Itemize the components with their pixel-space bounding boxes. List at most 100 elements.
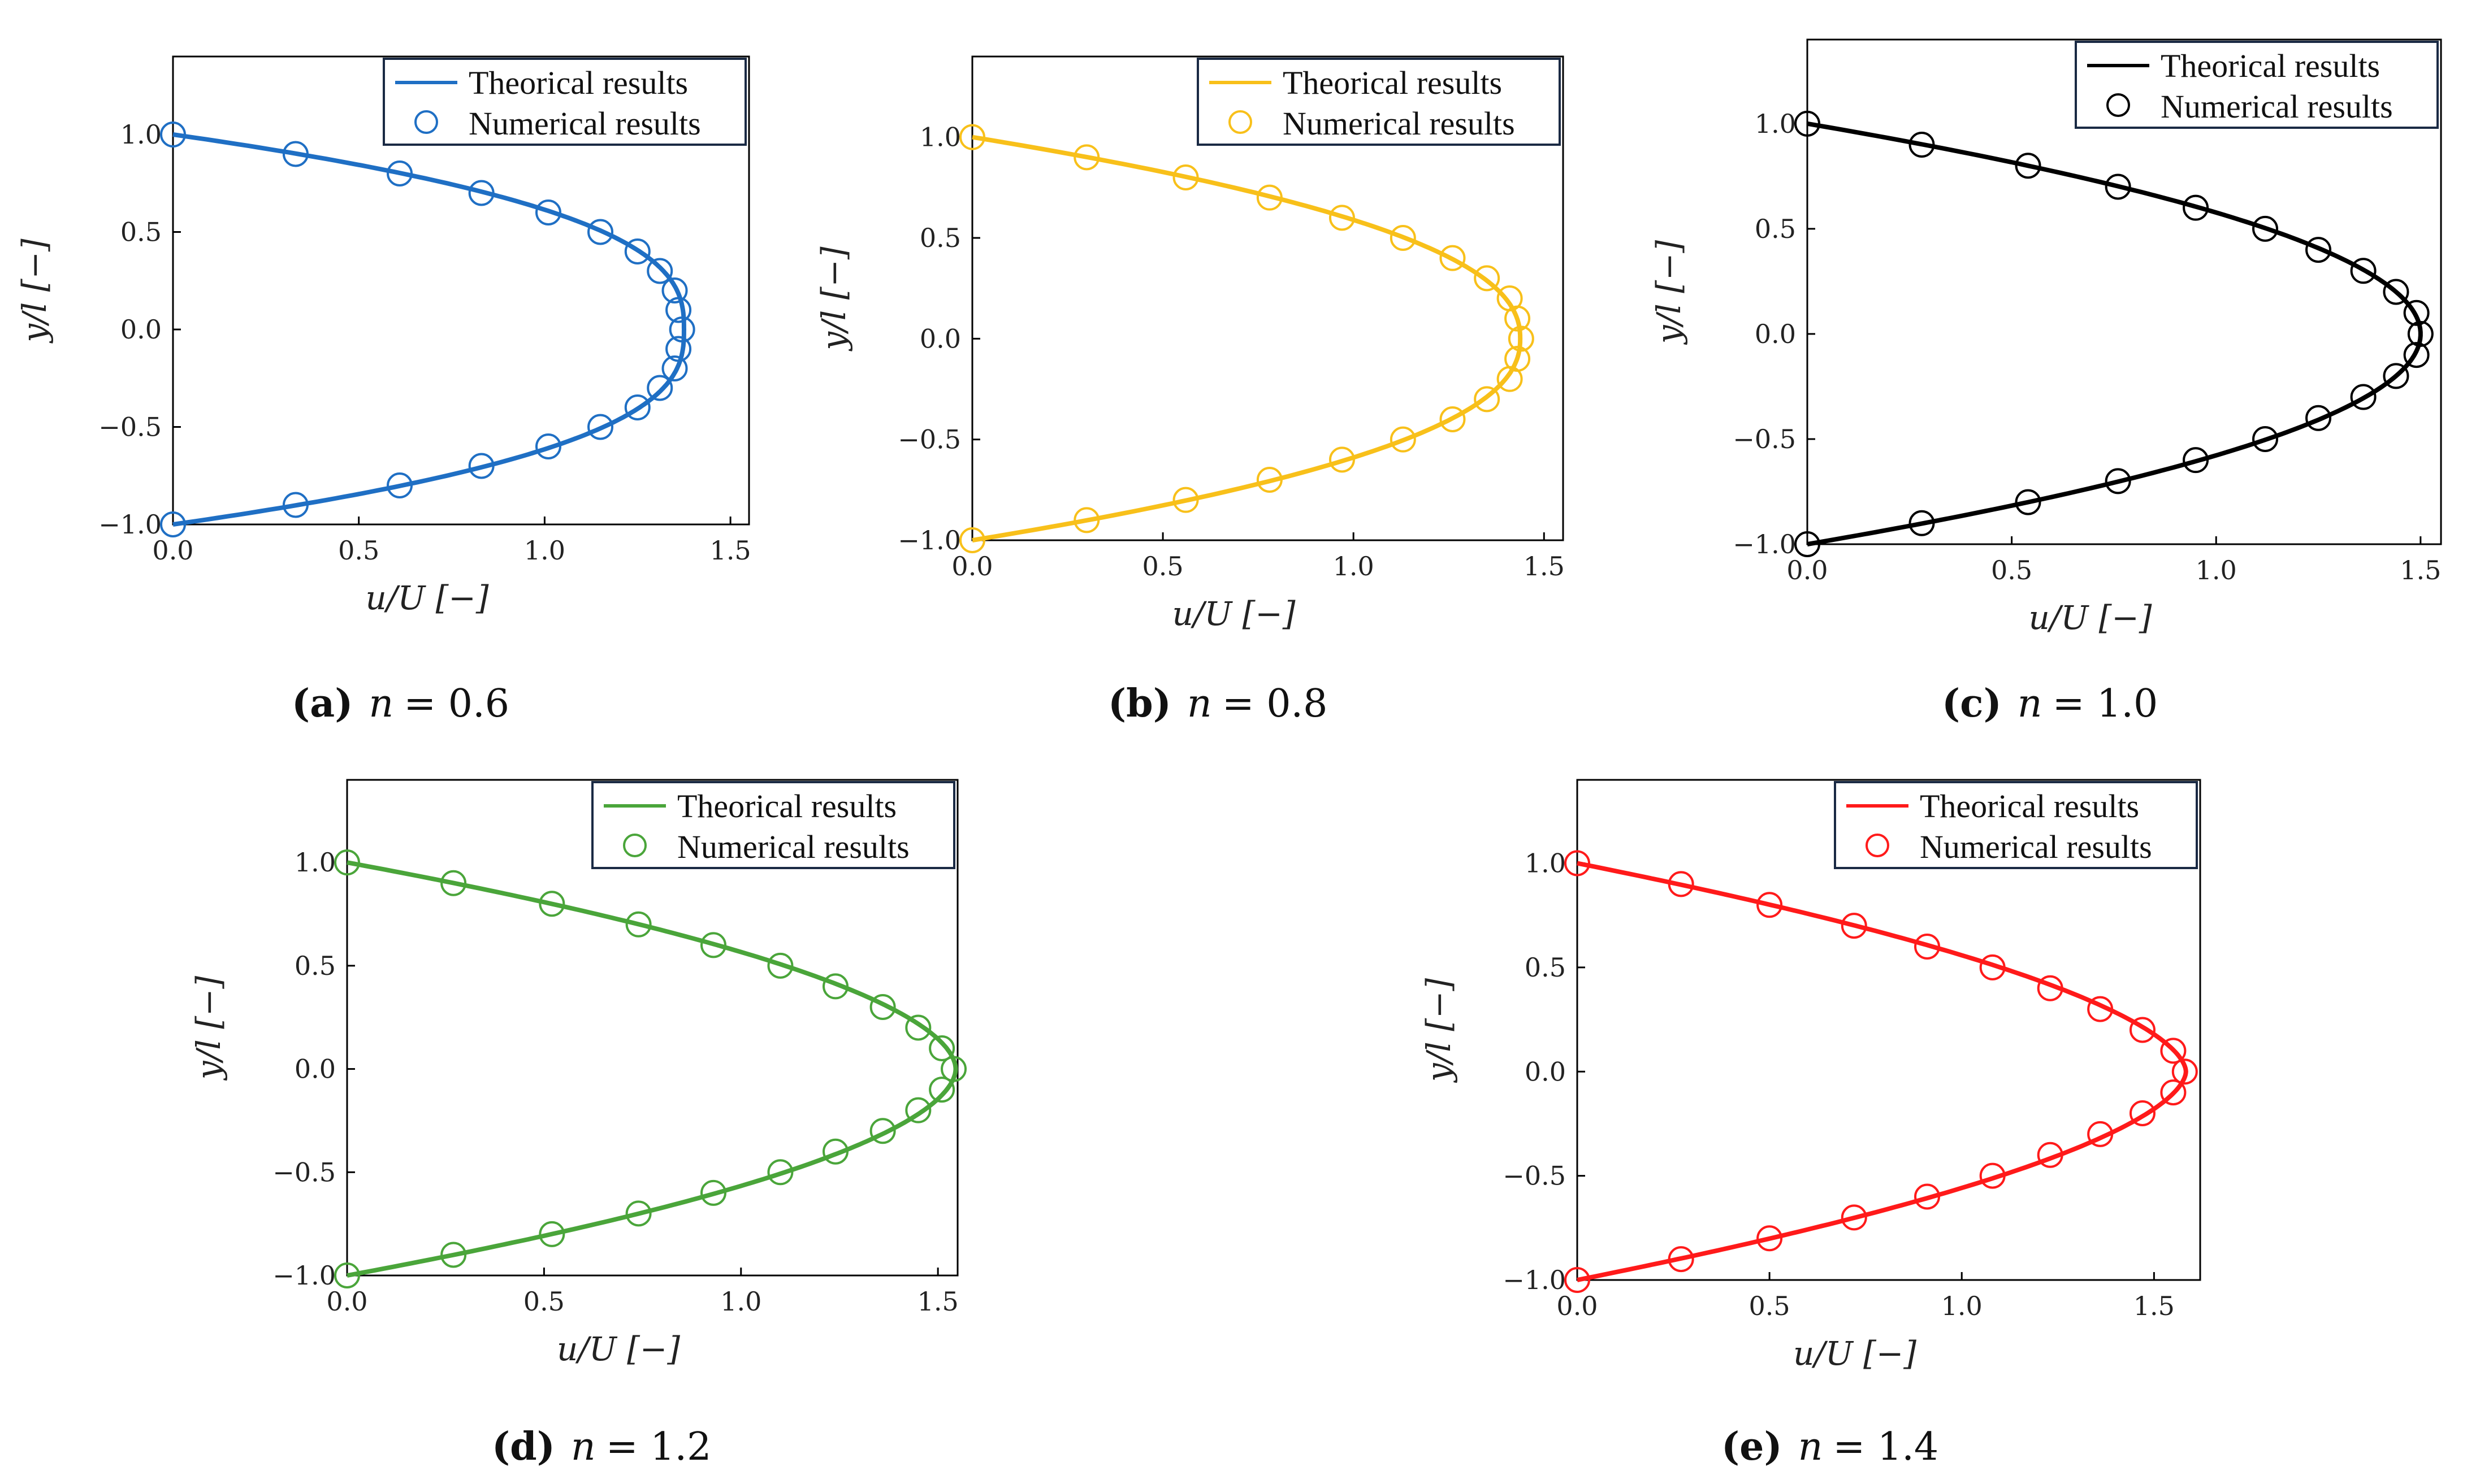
numerical-point (1390, 225, 1416, 251)
numerical-point (767, 952, 794, 979)
x-tick-label: 1.5 (710, 535, 751, 566)
numerical-point (669, 316, 695, 342)
numerical-point (1914, 934, 1941, 960)
numerical-point (1756, 892, 1783, 918)
x-tick-label: 1.0 (720, 1286, 761, 1317)
panel-caption: (a) n = 0.6 (292, 681, 509, 726)
legend-marker-swatch (414, 110, 438, 134)
caption-letter: (a) (292, 681, 353, 726)
numerical-point (1841, 1204, 1867, 1231)
caption-variable: n (1187, 682, 1212, 726)
x-tick-label: 0.0 (1786, 555, 1828, 585)
plot-frame (346, 779, 959, 1277)
legend-numerical-label: Numerical results (677, 828, 910, 865)
legend-box (1834, 781, 2198, 869)
x-axis-title: u/U [−] (365, 579, 488, 617)
numerical-point (2015, 153, 2041, 179)
legend-box (2075, 41, 2439, 129)
y-tick-label: 1.0 (120, 119, 162, 150)
numerical-point (2305, 237, 2332, 263)
y-tick-label: 0.5 (1755, 214, 1796, 244)
numerical-point (1390, 426, 1416, 453)
y-tick-label: −0.5 (98, 412, 162, 442)
x-tick-label: 1.5 (917, 1286, 959, 1317)
legend-box (1197, 58, 1561, 146)
numerical-point (334, 849, 360, 876)
x-tick-label: 1.0 (2196, 555, 2237, 585)
numerical-point (1564, 850, 1590, 876)
numerical-point (160, 122, 186, 147)
numerical-point (1439, 245, 1466, 271)
legend-box (591, 781, 955, 869)
x-tick-label: 0.0 (1556, 1291, 1598, 1321)
x-tick-label: 1.0 (1941, 1291, 1983, 1321)
numerical-point (440, 870, 467, 896)
numerical-point (700, 1179, 726, 1206)
numerical-point (387, 472, 413, 498)
numerical-point (2037, 1142, 2063, 1168)
numerical-point (959, 124, 985, 150)
numerical-point (587, 219, 614, 245)
numerical-point (625, 1200, 652, 1227)
legend-numerical-label: Numerical results (469, 105, 701, 142)
panel-caption: (e) n = 1.4 (1721, 1424, 1938, 1469)
numerical-point (587, 414, 614, 440)
legend-numerical-label: Numerical results (1283, 105, 1515, 142)
caption-variable: n (369, 682, 393, 726)
y-tick-label: 0.0 (295, 1054, 336, 1084)
y-tick-label: −1.0 (272, 1260, 336, 1291)
y-tick-label: 0.0 (1755, 319, 1796, 349)
y-tick-label: 0.5 (120, 217, 162, 248)
caption-value: = 1.4 (1833, 1425, 1938, 1469)
numerical-point (905, 1014, 932, 1041)
panel-d: 0.0 0.5 1.0 1.5 −1.0 −0.5 0.0 0.5 1.0 u/U [−] y/l … (189, 779, 967, 1469)
numerical-point (1074, 144, 1100, 171)
legend-theory-label: Theorical results (1920, 788, 2139, 825)
caption-letter: (e) (1721, 1424, 1782, 1469)
y-tick-label: 1.0 (1755, 109, 1796, 139)
numerical-point (282, 141, 309, 167)
numerical-point (1794, 110, 1820, 137)
y-tick-label: −0.5 (1733, 424, 1796, 454)
numerical-point (2252, 426, 2279, 452)
legend: Theorical results Numerical results (2075, 41, 2439, 129)
numerical-point (334, 1262, 360, 1288)
legend-marker-swatch (1228, 110, 1252, 134)
caption-letter: (d) (492, 1424, 555, 1469)
y-tick-label: 0.5 (295, 951, 336, 981)
numerical-point (941, 1056, 967, 1082)
theory-curve (1807, 121, 2423, 546)
numerical-point (1172, 487, 1199, 513)
legend-theory-label: Theorical results (2161, 47, 2380, 84)
y-tick-label: 0.0 (120, 314, 162, 345)
numerical-point (2015, 489, 2041, 515)
y-tick-label: 0.5 (1525, 952, 1566, 983)
numerical-point (1256, 467, 1283, 493)
x-tick-label: 1.5 (2133, 1291, 2175, 1321)
numerical-point (2305, 405, 2332, 431)
numerical-point (1474, 265, 1500, 292)
numerical-point (468, 453, 495, 479)
numerical-point (1908, 132, 1935, 158)
numerical-point (2037, 975, 2063, 1001)
theory-curve (347, 860, 958, 1278)
panel-b: 0.0 0.5 1.0 1.5 −1.0 −0.5 0.0 0.5 1.0 u/U [−] y/l … (815, 55, 1565, 726)
y-axis-title: y/l [−] (189, 976, 228, 1082)
numerical-point (282, 492, 309, 518)
numerical-point (869, 1118, 896, 1144)
numerical-point (1256, 184, 1283, 211)
panel-a: 0.0 0.5 1.0 1.5 −1.0 −0.5 0.0 0.5 1.0 u/U [−] y/l … (15, 55, 751, 726)
numerical-point (1668, 1246, 1694, 1273)
legend-numerical-label: Numerical results (2161, 88, 2393, 125)
numerical-point (2129, 1100, 2156, 1126)
y-tick-label: 0.5 (920, 223, 961, 253)
caption-value: = 1.0 (2053, 682, 2158, 726)
numerical-point (1841, 913, 1867, 939)
theory-curve (172, 132, 687, 527)
numerical-point (1794, 531, 1820, 557)
x-tick-label: 0.5 (1749, 1291, 1790, 1321)
numerical-point (1756, 1225, 1783, 1252)
legend: Theorical results Numerical results (383, 58, 747, 146)
x-tick-label: 0.5 (523, 1286, 565, 1317)
